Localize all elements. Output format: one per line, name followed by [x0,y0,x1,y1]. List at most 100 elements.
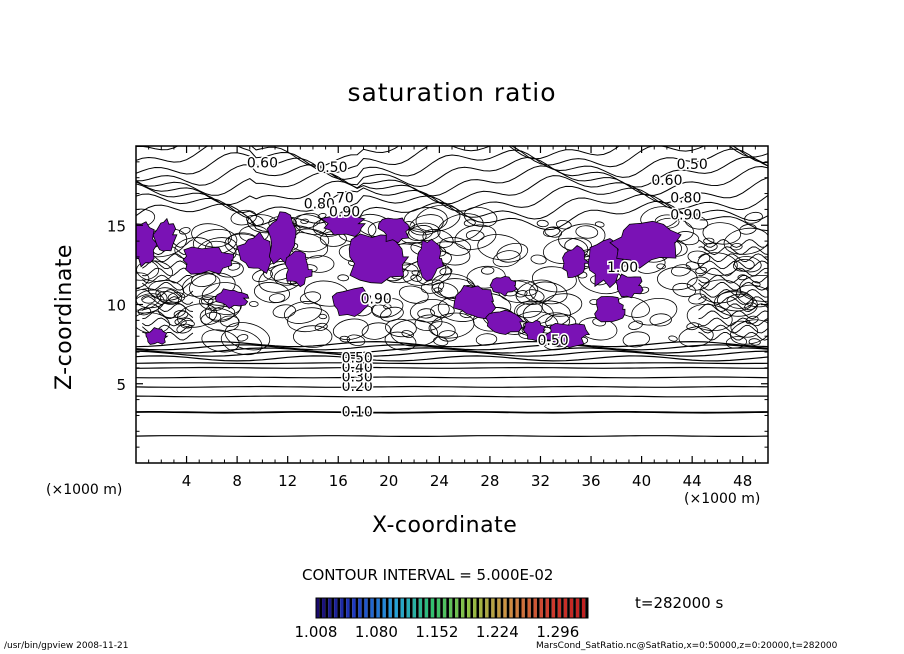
supersaturated-region [284,250,313,288]
contour-line [492,250,521,268]
colorbar-tick-label: 1.296 [536,623,579,641]
supersaturated-region [266,211,297,265]
contour-interval-text: CONTOUR INTERVAL = 5.000E-02 [302,566,554,584]
colorbar-separator [488,598,492,618]
colorbar-strip [575,598,580,618]
contour-line [157,291,180,305]
colorbar-strip [533,598,537,618]
colorbar-strip [557,598,562,618]
colorbar-separator [579,598,582,618]
colorbar-strip [551,598,556,618]
contour-line [703,237,715,245]
contour-line [136,289,168,309]
colorbar-strip [509,598,513,618]
colorbar-separator [440,598,443,618]
contour-line [136,395,768,398]
contour-line [136,183,768,216]
colorbar-separator [403,598,407,618]
contour-line [685,261,700,270]
x-unit-label-right: (×1000 m) [684,491,761,507]
contour-line [191,223,232,248]
contour-line [332,318,369,341]
contour-line [220,315,240,328]
contour-label: 0.60 [247,155,278,171]
colorbar-strip [436,598,441,618]
contour-line [199,295,225,311]
contour-line [371,298,404,319]
supersaturated-region [320,209,366,237]
contour-line [496,243,529,263]
supersaturated-region [609,220,682,269]
contour-line [698,331,768,341]
contour-line [137,307,152,316]
colorbar-separator [379,598,383,618]
colorbar-strip [503,598,507,618]
contour-line [437,213,484,243]
contour-line [346,334,366,346]
contour-line [228,262,241,271]
contour-line [748,338,761,346]
contour-line [466,265,506,289]
supersaturated-region [236,231,272,275]
contour-label: 1.00 [607,260,638,276]
contour-label: 0.40 [342,360,373,376]
colorbar-strip [545,598,550,618]
contour-line [698,281,768,291]
y-tick-label: 5 [116,376,126,394]
contour-line [142,281,194,291]
colorbar-separator [536,598,540,618]
contour-line [737,274,748,281]
contour-line [268,293,286,303]
footer-program-date: /usr/bin/gpview 2008-11-21 [4,641,129,651]
supersaturated-region [136,221,159,268]
supersaturated-region [416,238,444,282]
supersaturated-region [615,273,644,299]
colorbar-separator [512,598,516,618]
contour-line [698,246,768,256]
contour-line [136,435,768,437]
contour-line [698,324,768,334]
colorbar-separator [422,598,425,618]
contour-line [522,300,571,329]
colorbar-strip [521,598,525,618]
colorbar-separator [337,598,341,618]
contour-label: 0.90 [670,208,701,224]
contour-line [337,274,349,282]
colorbar-strip [358,598,362,618]
colorbar-separator [367,598,371,618]
colorbar-strip [497,598,501,618]
contour-line [136,347,768,354]
colorbar-strip [322,598,326,618]
contour-line [631,297,678,326]
colorbar-separator [385,598,389,618]
contour-line [136,288,162,311]
contour-line [543,226,561,237]
contour-label: 0.50 [316,160,347,176]
contour-line [136,148,768,180]
contour-line [361,322,391,340]
contour-label: 0.20 [342,379,373,395]
contour-line [622,331,650,348]
supersaturated-region [214,288,250,310]
colorbar-strip [455,598,459,618]
contour-line [430,303,455,318]
contour-line [530,254,547,265]
colorbar-tick-label: 1.008 [295,623,338,641]
colorbar-separator [373,598,377,618]
contour-line [272,304,296,319]
colorbar-tick-label: 1.152 [415,623,458,641]
contour-line [409,299,450,323]
contour-line [536,219,549,228]
contour-line [739,223,757,235]
chart-title: saturation ratio [347,78,557,107]
colorbar-strip [461,598,465,618]
colorbar-separator [416,598,419,618]
supersaturated-region [377,217,410,244]
contour-line [649,313,672,327]
colorbar-strip [491,598,495,618]
x-tick-label: 44 [683,472,702,490]
x-unit-label-left: (×1000 m) [46,482,123,498]
contour-line [672,282,697,298]
colorbar: 1.008 1.080 1.152 1.224 1.296 [295,597,589,641]
contour-line [698,260,768,270]
